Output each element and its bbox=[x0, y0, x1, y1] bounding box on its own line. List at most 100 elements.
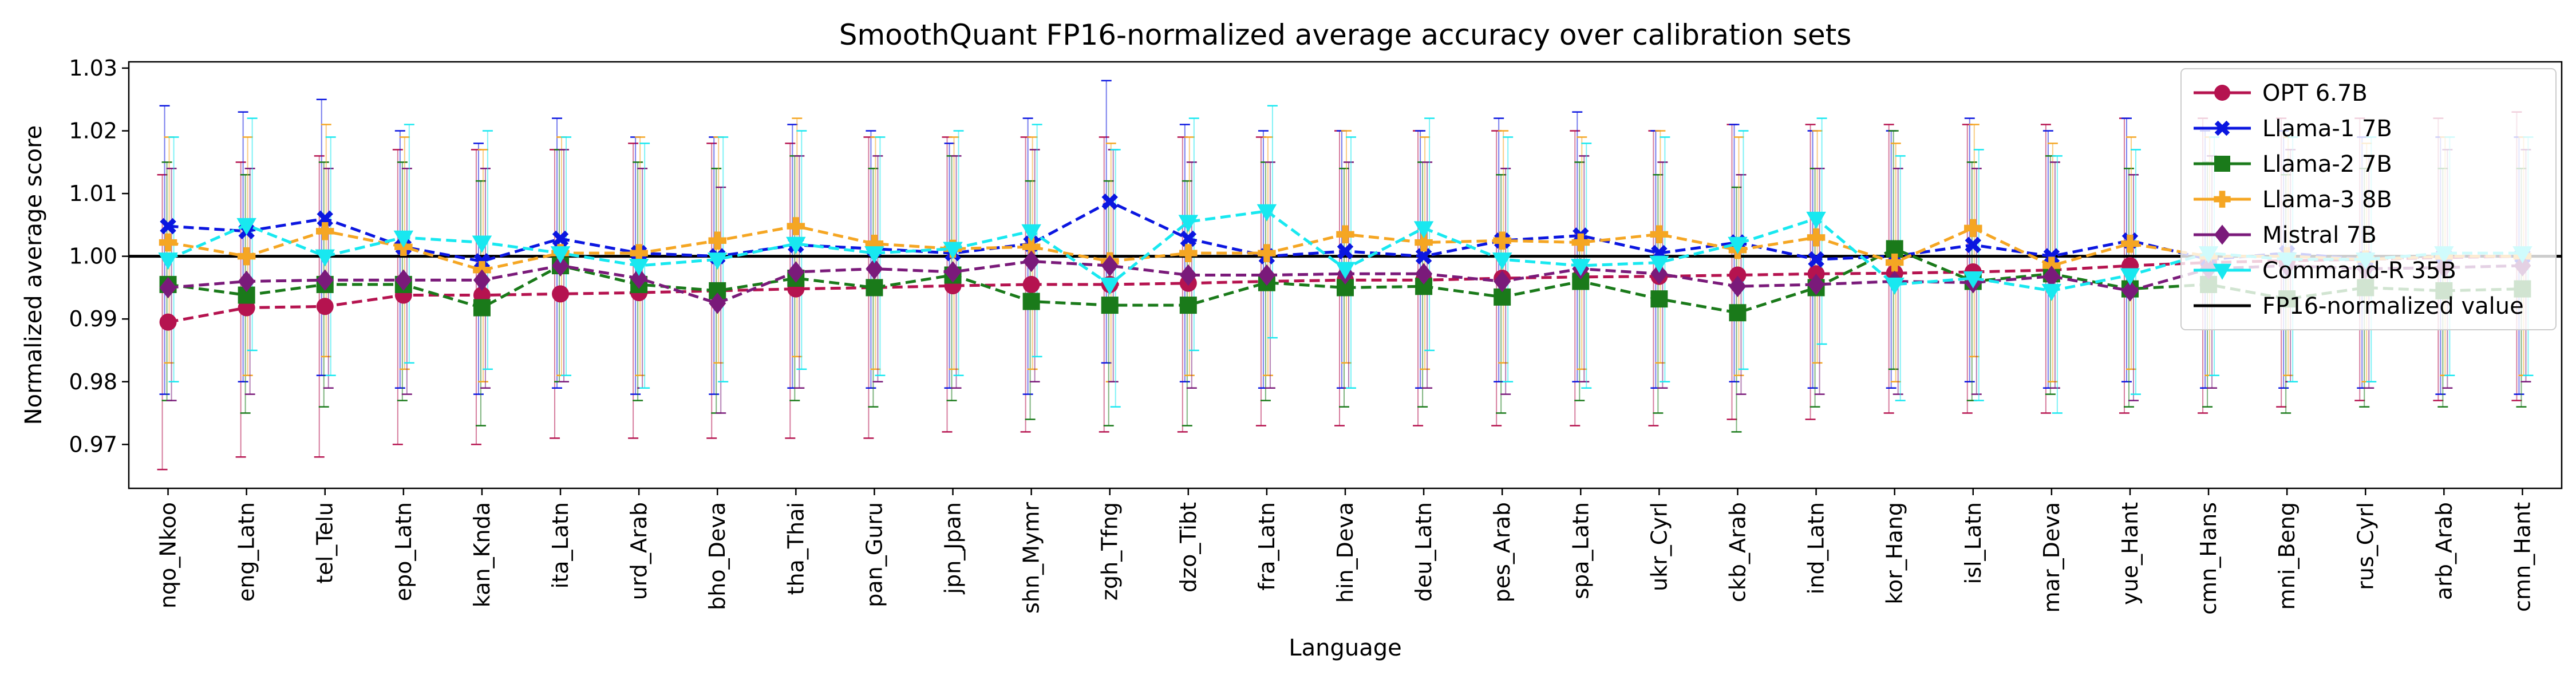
legend-entry: Llama-1 7B bbox=[2194, 116, 2392, 142]
data-point bbox=[1807, 274, 1825, 295]
plot-data bbox=[129, 80, 2562, 471]
data-point bbox=[1650, 263, 1668, 285]
data-point bbox=[1180, 230, 1197, 247]
data-point bbox=[2214, 224, 2230, 245]
legend: OPT 6.7B Llama-1 7B Llama-2 7B Llama-3 8B Mi… bbox=[2180, 68, 2557, 330]
x-tick-label: eng_Latn bbox=[234, 502, 259, 602]
data-point bbox=[1806, 211, 1826, 229]
data-point bbox=[2121, 280, 2139, 302]
x-tick-label: pes_Arab bbox=[1490, 502, 1515, 602]
x-tick-label: rus_Cyrl bbox=[2353, 502, 2378, 590]
legend-label: Command-R 35B bbox=[2262, 258, 2456, 284]
data-point bbox=[158, 252, 178, 270]
legend-entry: Command-R 35B bbox=[2194, 258, 2456, 284]
y-tick-label: 0.97 bbox=[69, 432, 117, 457]
plot-frame bbox=[128, 61, 2563, 489]
legend-entry: Llama-3 8B bbox=[2194, 187, 2392, 213]
legend-entry: FP16-normalized value bbox=[2194, 293, 2524, 319]
x-tick-label: fra_Latn bbox=[1254, 502, 1279, 591]
data-point bbox=[1257, 204, 1277, 222]
data-point bbox=[787, 217, 805, 235]
data-point bbox=[630, 267, 648, 289]
data-point bbox=[1413, 221, 1434, 239]
x-tick-label: shn_Mymr bbox=[1019, 502, 1044, 614]
data-point bbox=[316, 298, 334, 315]
data-point bbox=[550, 246, 571, 264]
data-point bbox=[1728, 236, 1748, 254]
data-point bbox=[1179, 264, 1197, 286]
data-point bbox=[316, 269, 334, 291]
data-point bbox=[1335, 262, 1356, 279]
y-tick-label: 0.98 bbox=[69, 369, 117, 394]
data-point bbox=[1101, 297, 1119, 314]
data-point bbox=[1258, 264, 1275, 286]
data-point bbox=[1729, 275, 1747, 297]
data-point bbox=[1022, 238, 1041, 256]
x-tick-label: cmn_Hant bbox=[2510, 502, 2535, 612]
y-axis-label: Normalized average score bbox=[21, 125, 47, 425]
y-tick-label: 1.00 bbox=[69, 244, 117, 269]
legend-entry: Mistral 7B bbox=[2194, 222, 2377, 248]
data-point bbox=[1101, 194, 1118, 210]
legend-box bbox=[2180, 68, 2557, 330]
x-tick-label: arb_Arab bbox=[2431, 502, 2456, 600]
data-point bbox=[1494, 270, 1511, 293]
data-point bbox=[1571, 259, 1591, 277]
data-point bbox=[1022, 250, 1040, 273]
data-point bbox=[629, 259, 649, 277]
data-point bbox=[1022, 293, 1040, 310]
legend-label: OPT 6.7B bbox=[2262, 80, 2368, 106]
x-tick-label: urd_Arab bbox=[626, 502, 651, 600]
data-point bbox=[944, 261, 962, 283]
x-tick-label: isl_Latn bbox=[1961, 502, 1986, 584]
data-point bbox=[1649, 255, 1669, 273]
data-point bbox=[866, 258, 883, 280]
data-point bbox=[2212, 263, 2232, 280]
data-point bbox=[2120, 268, 2140, 286]
x-tick-label: dzo_Tibt bbox=[1176, 502, 1201, 593]
data-point bbox=[2041, 283, 2062, 301]
x-tick-label: pan_Guru bbox=[862, 502, 887, 607]
x-tick-label: mar_Deva bbox=[2039, 502, 2064, 613]
data-point bbox=[237, 247, 256, 266]
data-point bbox=[1179, 297, 1197, 314]
data-point bbox=[1808, 251, 1824, 268]
data-point bbox=[1336, 225, 1354, 244]
data-point bbox=[943, 242, 963, 259]
data-point bbox=[1415, 248, 1432, 264]
data-point bbox=[2043, 248, 2060, 264]
data-point bbox=[236, 218, 256, 235]
data-point bbox=[1493, 231, 1511, 250]
legend-label: Mistral 7B bbox=[2262, 222, 2377, 248]
x-tick-label: ukr_Cyrl bbox=[1646, 502, 1672, 591]
data-point bbox=[1965, 236, 1982, 254]
data-point bbox=[1101, 255, 1119, 277]
data-point bbox=[552, 285, 570, 303]
x-tick-label: mni_Beng bbox=[2274, 502, 2300, 610]
data-point bbox=[1258, 244, 1276, 262]
data-point bbox=[866, 279, 883, 297]
data-point bbox=[552, 255, 570, 277]
y-tick-label: 1.03 bbox=[69, 56, 117, 81]
data-point bbox=[2042, 265, 2060, 287]
data-point bbox=[1022, 275, 1040, 293]
x-tick-label: yue_Hant bbox=[2117, 502, 2143, 605]
data-point bbox=[1650, 290, 1668, 308]
data-point bbox=[160, 218, 176, 235]
data-point bbox=[865, 234, 884, 253]
data-point bbox=[864, 246, 884, 264]
x-tick-label: zgh_Tfng bbox=[1097, 502, 1123, 601]
x-tick-label: tha_Thai bbox=[783, 502, 808, 595]
y-tick-label: 0.99 bbox=[69, 306, 117, 331]
x-tick-label: spa_Latn bbox=[1568, 502, 1593, 599]
data-point bbox=[630, 244, 648, 262]
data-point bbox=[2214, 85, 2230, 101]
x-tick-label: epo_Latn bbox=[391, 502, 416, 601]
data-point bbox=[1964, 219, 1982, 238]
x-tick-label: ckb_Arab bbox=[1725, 502, 1750, 602]
data-point bbox=[1885, 253, 1904, 272]
series-5 bbox=[158, 204, 2532, 301]
x-tick-label: cmn_Hans bbox=[2196, 502, 2221, 615]
data-point bbox=[1337, 243, 1354, 260]
